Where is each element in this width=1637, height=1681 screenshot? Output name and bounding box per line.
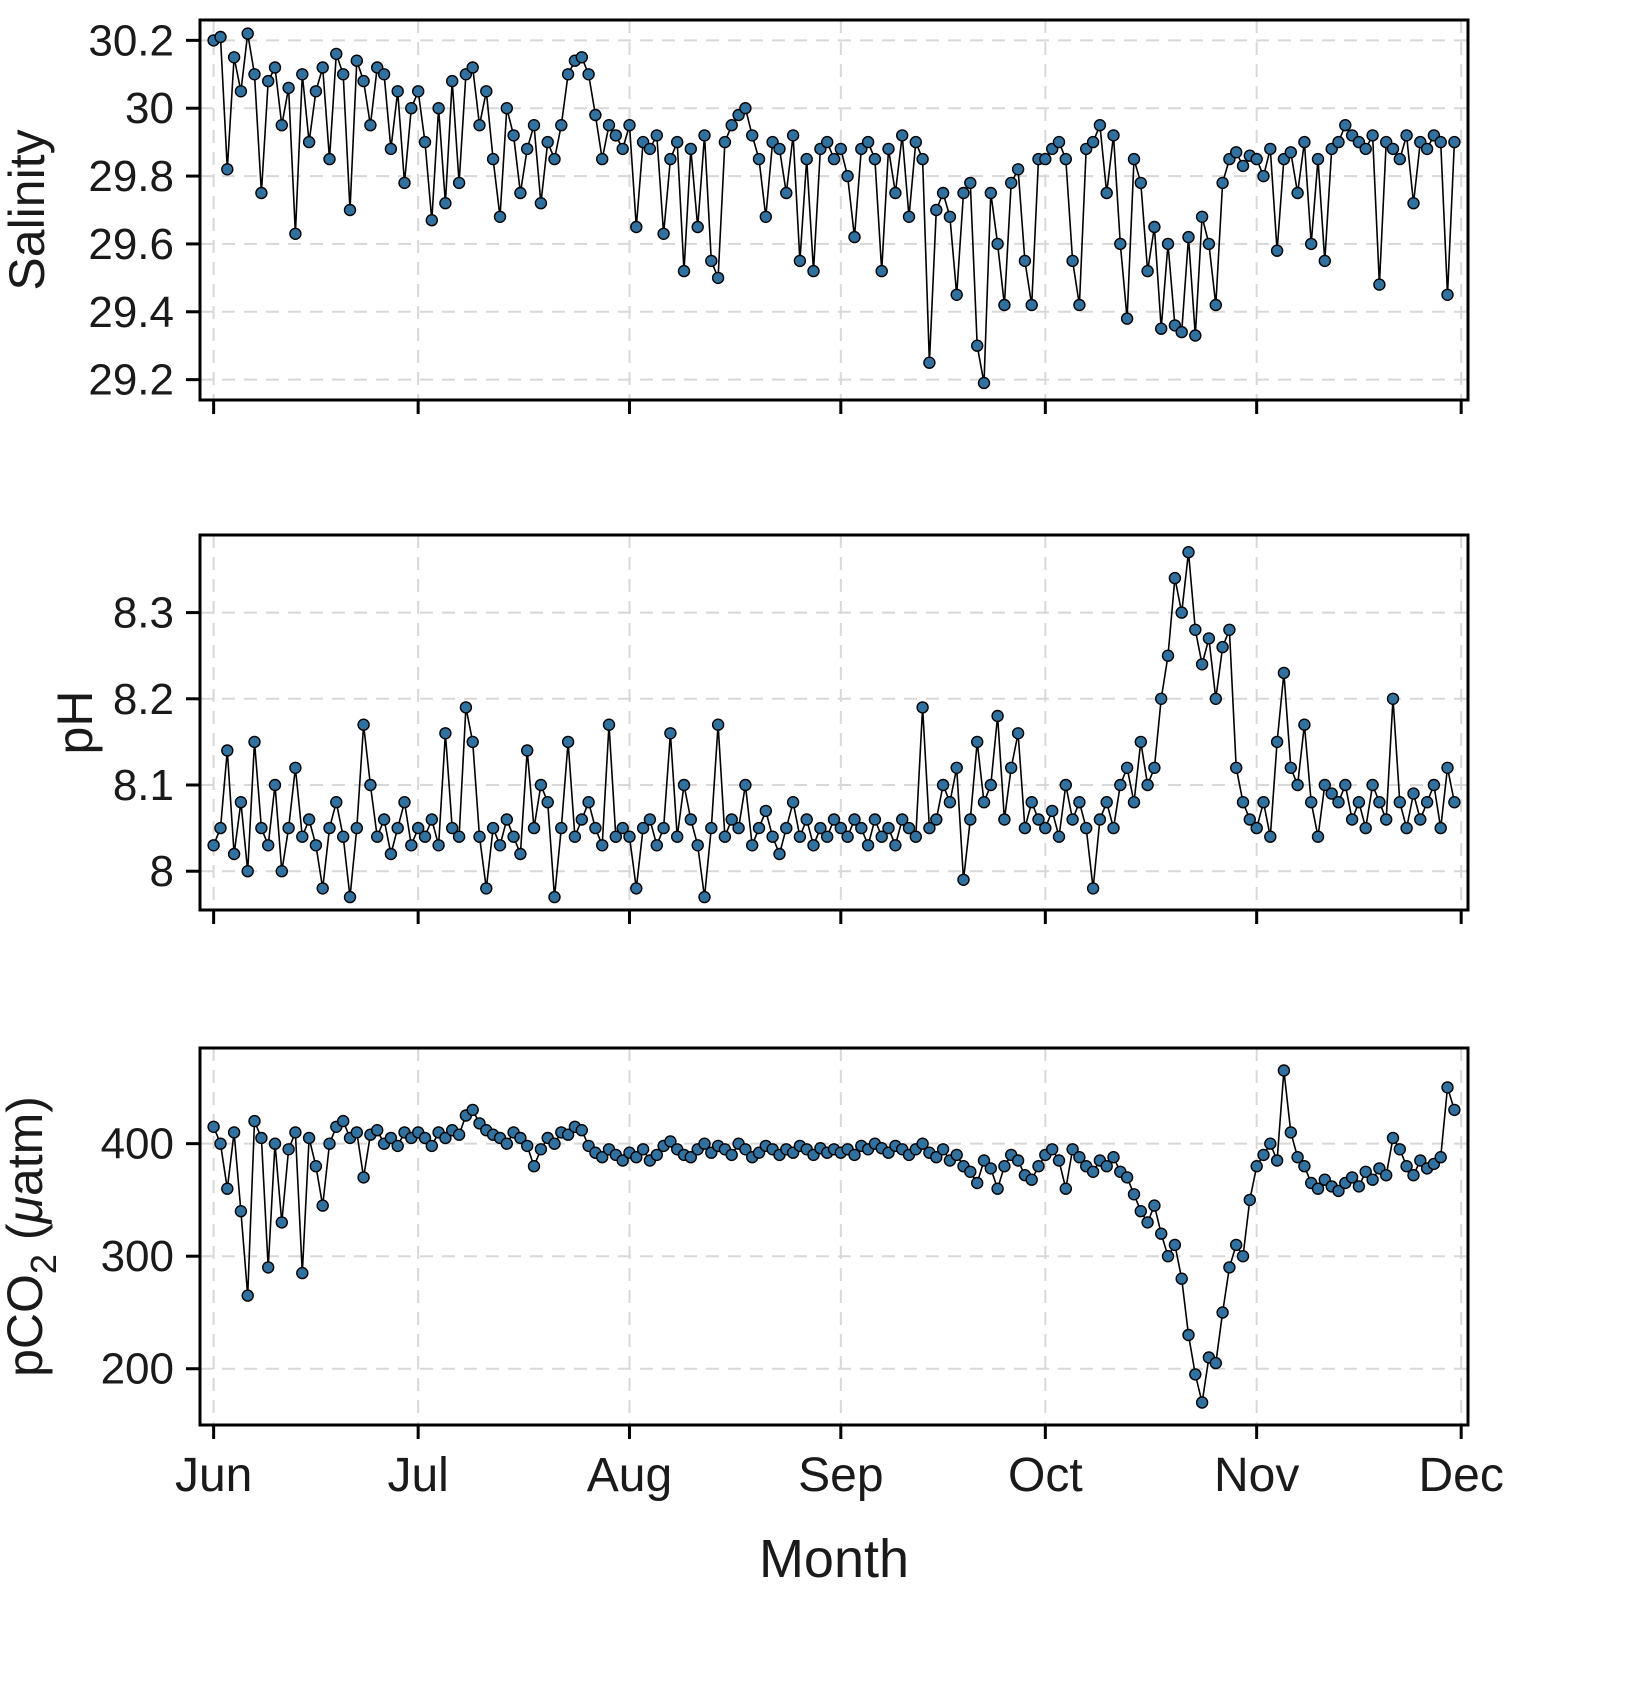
x-tick-label: Aug — [587, 1449, 672, 1502]
y-tick-label: 8.3 — [113, 589, 174, 638]
y-tick-label: 300 — [101, 1232, 174, 1281]
y-tick-label: 29.6 — [88, 220, 174, 269]
panel-pco2: 200 300 400 pCO2 (μatm) — [0, 1046, 1470, 1439]
y-tick-label: 200 — [101, 1345, 174, 1394]
data-markers-salinity — [207, 27, 1461, 390]
y-tick-label: 8 — [150, 847, 174, 896]
x-tick-label: Nov — [1214, 1449, 1299, 1502]
x-tick-label: Oct — [1008, 1449, 1083, 1502]
x-tick-label: Jul — [387, 1449, 448, 1502]
axes-box — [198, 533, 1470, 912]
x-tick-label: Jun — [175, 1449, 252, 1502]
y-tick-label: 8.2 — [113, 675, 174, 724]
panel-ph: 8 8.1 8.2 8.3 pH — [47, 533, 1470, 924]
y-tick-label: 29.4 — [88, 288, 174, 337]
x-axis: Jun Jul Aug Sep Oct Nov Dec Month — [175, 1449, 1504, 1589]
x-tick-label: Dec — [1419, 1449, 1504, 1502]
y-tick-label: 29.8 — [88, 152, 174, 201]
axes-box — [198, 18, 1470, 402]
y-axis-title-salinity: Salinity — [0, 129, 55, 290]
y-tick-label: 30.2 — [88, 16, 174, 65]
y-tick-label: 400 — [101, 1120, 174, 1169]
panel-salinity: 29.2 29.4 29.6 29.8 30 30.2 Salinity — [0, 16, 1470, 414]
x-axis-title: Month — [759, 1529, 909, 1589]
y-axis-title-pco2: pCO2 (μatm) — [0, 1096, 64, 1377]
y-axis-title-ph: pH — [47, 691, 103, 755]
y-tick-label: 8.1 — [113, 761, 174, 810]
x-tick-label: Sep — [798, 1449, 883, 1502]
data-markers-ph — [207, 546, 1461, 904]
data-markers-pco2 — [207, 1064, 1461, 1409]
y-tick-label: 30 — [125, 84, 174, 133]
y-tick-label: 29.2 — [88, 356, 174, 405]
axes-box — [198, 1046, 1470, 1427]
